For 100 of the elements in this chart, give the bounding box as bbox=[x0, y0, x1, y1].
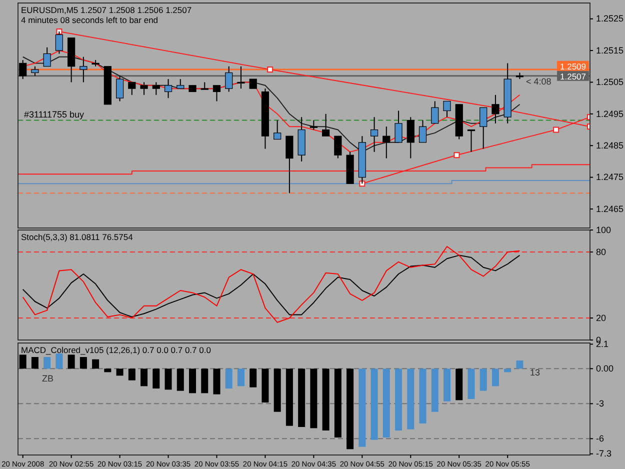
bar bbox=[298, 368, 306, 427]
bar bbox=[310, 368, 318, 428]
bar bbox=[262, 368, 269, 402]
candlestick bbox=[286, 136, 294, 194]
bar bbox=[140, 368, 148, 386]
chart-title: MACD_Colored_v105 (12,26,1) 0.7 0.0 0.7 0.7 0.0 bbox=[21, 345, 212, 355]
bar bbox=[237, 368, 244, 386]
annotation: 13 bbox=[530, 368, 540, 378]
bar bbox=[492, 368, 499, 386]
y-tick-label: 1.2515 bbox=[596, 45, 624, 56]
bar bbox=[346, 368, 354, 450]
candlestick bbox=[164, 78, 172, 99]
candlestick bbox=[31, 66, 39, 76]
bar bbox=[213, 368, 220, 394]
candlestick bbox=[443, 100, 451, 118]
ref-line-label: 1.2509 bbox=[560, 61, 586, 72]
candlestick bbox=[80, 56, 88, 83]
candlestick bbox=[200, 82, 208, 90]
candlestick bbox=[480, 107, 488, 150]
bar bbox=[382, 368, 390, 438]
bar bbox=[334, 368, 342, 438]
candlestick bbox=[43, 46, 51, 67]
bar bbox=[274, 368, 281, 412]
y-tick-label: -6 bbox=[596, 434, 604, 444]
bar bbox=[92, 359, 100, 369]
y-tick-label: -3 bbox=[596, 398, 604, 409]
candlestick bbox=[418, 120, 427, 143]
y-tick-label: 1.2475 bbox=[596, 172, 624, 182]
y-tick-label: 1.2495 bbox=[596, 108, 624, 119]
y-tick-label: 100 bbox=[596, 224, 612, 235]
text: 4 minutes 08 seconds left to bar end bbox=[21, 15, 158, 25]
ref-line-label: #31111755 buy bbox=[24, 109, 85, 120]
bar bbox=[189, 368, 196, 394]
line-series bbox=[22, 254, 520, 318]
chart-title: Stoch(5,3,3) 81.0811 76.5754 bbox=[21, 232, 134, 242]
candlestick bbox=[406, 116, 414, 159]
candlestick bbox=[431, 100, 439, 124]
y-tick-label: 1.2485 bbox=[596, 140, 624, 150]
bar bbox=[516, 360, 524, 369]
y-tick-label: 1.2525 bbox=[596, 14, 624, 24]
bar bbox=[80, 357, 87, 369]
candlestick bbox=[274, 120, 282, 140]
bar bbox=[19, 354, 26, 369]
ref-line-label: 1.2507 bbox=[560, 71, 586, 82]
candlestick bbox=[467, 129, 476, 152]
bar bbox=[286, 368, 293, 426]
y-tick-label: 20 bbox=[596, 312, 606, 323]
y-tick-label: 0.00 bbox=[596, 364, 614, 374]
bar bbox=[504, 368, 512, 372]
candlestick bbox=[176, 78, 184, 90]
y-tick-label: 80 bbox=[596, 246, 606, 257]
bar bbox=[407, 368, 414, 430]
y-tick-label: 1.2505 bbox=[596, 77, 624, 88]
bar bbox=[116, 368, 124, 376]
bar bbox=[468, 368, 475, 399]
candlestick bbox=[19, 60, 27, 80]
bar bbox=[31, 357, 38, 369]
candlestick bbox=[116, 75, 124, 102]
candlestick bbox=[249, 78, 257, 90]
chart-title: EURUSDm,M5 1.2507 1.2508 1.2506 1.2507 bbox=[21, 5, 192, 15]
bar bbox=[44, 357, 51, 369]
candlestick bbox=[334, 136, 342, 159]
bar bbox=[152, 368, 160, 388]
point bbox=[553, 126, 560, 133]
candlestick bbox=[225, 66, 233, 92]
bar bbox=[431, 368, 438, 412]
candlestick bbox=[212, 84, 221, 102]
y-tick-label: 1.2465 bbox=[596, 204, 624, 214]
bar bbox=[395, 368, 402, 430]
candlestick bbox=[382, 126, 390, 159]
bar bbox=[176, 368, 184, 391]
candlestick bbox=[310, 120, 318, 130]
candlestick bbox=[140, 82, 148, 96]
candlestick bbox=[394, 110, 402, 143]
candlestick bbox=[370, 116, 378, 152]
bar bbox=[456, 368, 463, 400]
bar bbox=[128, 368, 136, 380]
bar bbox=[164, 368, 172, 390]
point bbox=[359, 180, 366, 187]
bar bbox=[370, 368, 378, 440]
bar bbox=[480, 368, 487, 391]
bar bbox=[419, 368, 426, 424]
bar bbox=[250, 368, 257, 388]
candlestick bbox=[152, 82, 160, 96]
bar bbox=[56, 354, 63, 369]
candlestick bbox=[322, 113, 330, 137]
bar bbox=[225, 368, 232, 388]
bar bbox=[201, 368, 208, 394]
bar bbox=[358, 368, 366, 447]
y-tick-label: -7.3 bbox=[596, 448, 612, 459]
bar bbox=[322, 368, 330, 430]
candlestick bbox=[237, 66, 245, 90]
point bbox=[454, 152, 460, 158]
bar bbox=[444, 368, 450, 402]
point bbox=[267, 66, 274, 73]
annotation: < 4:08 bbox=[526, 76, 552, 86]
bar bbox=[68, 354, 75, 369]
bar bbox=[104, 368, 112, 372]
candlestick bbox=[128, 82, 136, 96]
annotation: ZB bbox=[42, 374, 54, 384]
